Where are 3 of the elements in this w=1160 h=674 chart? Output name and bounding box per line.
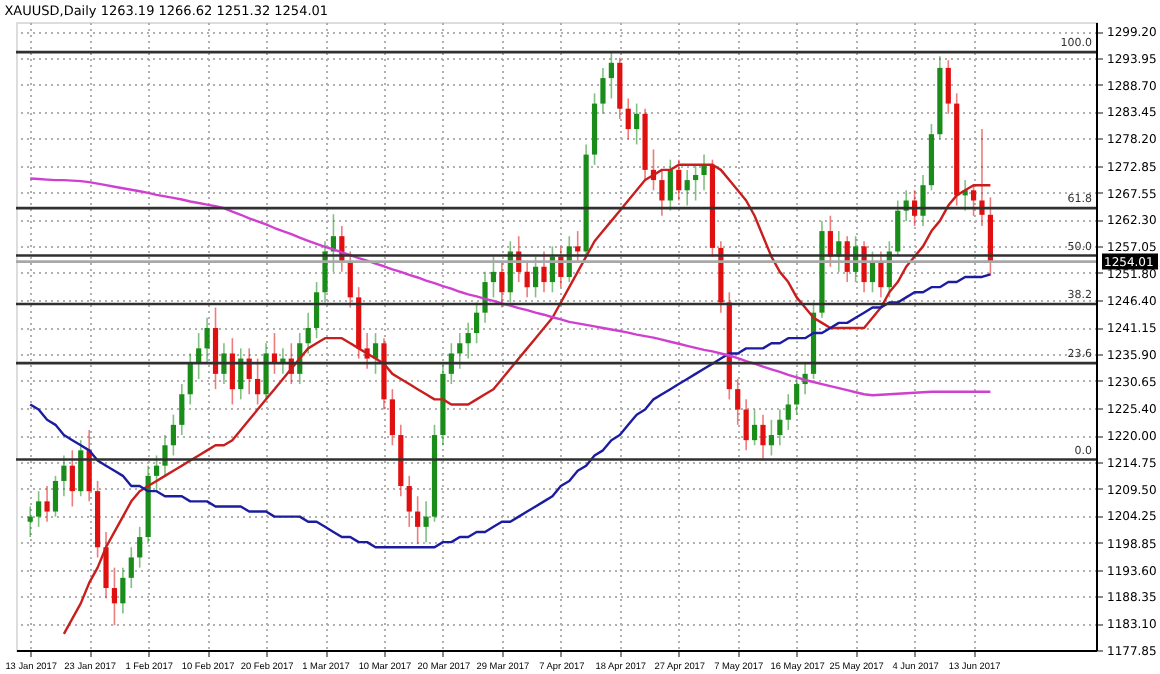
line-series [29,177,992,397]
line-series [29,273,992,549]
line-series [62,163,992,636]
